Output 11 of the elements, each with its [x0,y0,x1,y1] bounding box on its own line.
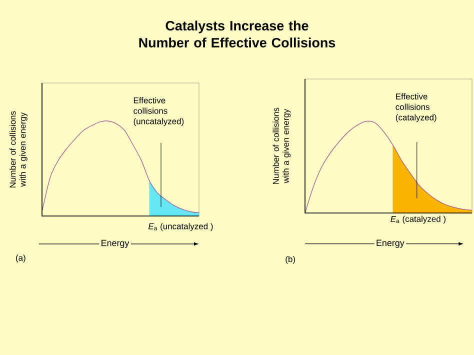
text: Catalysts Increase the Number of Effective Collisions [139,20,336,48]
text: (b) [286,256,295,264]
x-axis-title: Energy [376,240,404,248]
text: E$_{a}$ (uncatalyzed ) [148,223,213,231]
text: (a) [16,254,26,262]
annotation: Effective collisions (catalyzed) [396,93,436,122]
x-axis-title: Energy [102,240,130,248]
y-axis-title: Number of collisions with a given energy [272,108,291,184]
annotation: Effective collisions (uncatalyzed) [134,97,184,126]
y-axis-title: Number of collisions with a given energy [10,111,28,188]
text: E$_{a}$ (catalyzed ) [390,216,446,224]
